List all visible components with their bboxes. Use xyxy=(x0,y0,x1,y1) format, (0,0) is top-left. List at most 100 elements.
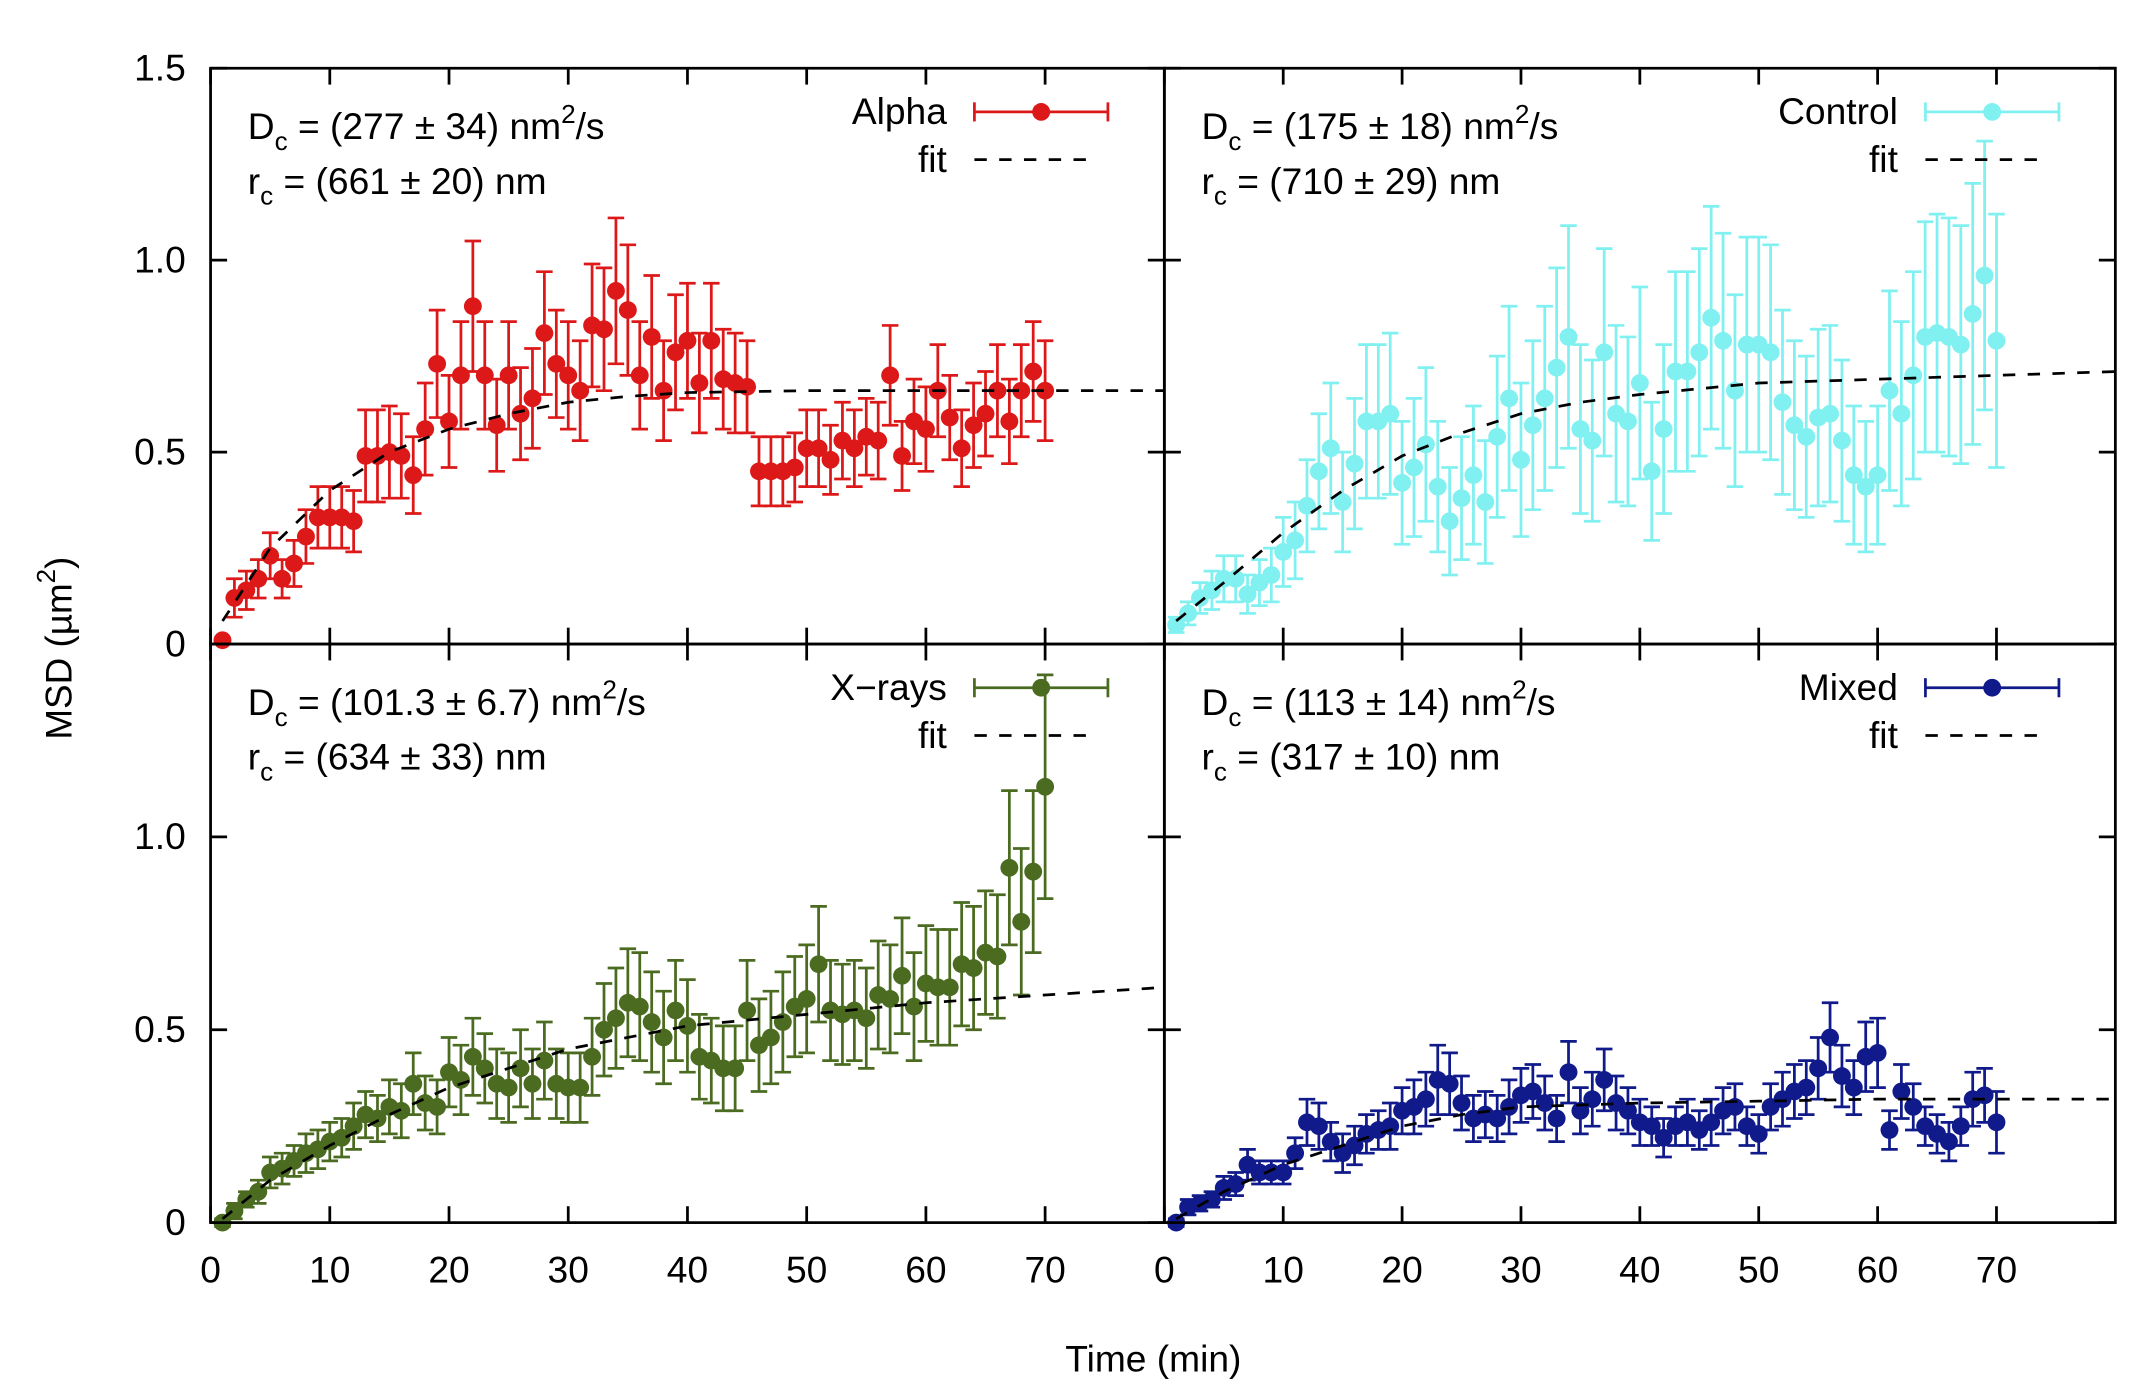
text-part: 2 xyxy=(31,569,61,583)
point xyxy=(809,955,828,974)
point xyxy=(1036,381,1055,400)
point xyxy=(988,381,1007,400)
point xyxy=(571,1078,590,1097)
point xyxy=(678,1017,697,1035)
point xyxy=(618,301,637,319)
point xyxy=(1547,358,1566,377)
point xyxy=(344,1117,363,1136)
point xyxy=(1309,1117,1328,1136)
fit-line xyxy=(221,389,1165,622)
point xyxy=(1523,416,1542,435)
point xyxy=(988,947,1007,966)
point xyxy=(463,297,482,316)
point xyxy=(1809,1059,1828,1078)
annotation: Dc = (175 ± 18) nm2/s xyxy=(1202,99,1559,156)
point xyxy=(857,1009,876,1028)
point xyxy=(976,404,995,423)
point xyxy=(511,1059,530,1078)
point xyxy=(1428,477,1447,496)
annotation: rc = (634 ± 33) nm xyxy=(248,737,547,787)
point xyxy=(1500,389,1519,408)
point xyxy=(1452,1094,1471,1112)
point xyxy=(702,331,721,350)
point xyxy=(1405,458,1423,477)
point xyxy=(1714,331,1733,350)
point xyxy=(404,466,423,485)
point xyxy=(1000,858,1019,877)
point xyxy=(1476,493,1495,511)
point xyxy=(1797,1078,1816,1097)
point xyxy=(940,978,959,997)
y-tick-label: 1.0 xyxy=(134,816,186,857)
text-part: D xyxy=(248,682,275,723)
annotation: rc = (710 ± 29) nm xyxy=(1202,161,1501,211)
point xyxy=(690,374,709,392)
fit-line xyxy=(1175,1097,2116,1220)
x-tick-label: 60 xyxy=(1857,1250,1898,1291)
point xyxy=(1595,1071,1614,1089)
text-part: /s xyxy=(1529,106,1558,147)
legend-label: Alpha xyxy=(852,91,947,132)
point xyxy=(428,1098,447,1116)
point xyxy=(1904,366,1923,385)
point xyxy=(1880,381,1899,400)
point xyxy=(1821,404,1839,423)
legend-marker xyxy=(1983,678,2002,697)
point xyxy=(1654,1128,1673,1147)
point xyxy=(1785,416,1804,435)
text-part: r xyxy=(248,737,260,778)
point xyxy=(404,1074,423,1093)
y-tick-label: 0 xyxy=(165,623,186,664)
point xyxy=(1440,512,1459,531)
x-tick-label: 20 xyxy=(428,1250,469,1291)
x-tick-label: 60 xyxy=(905,1250,946,1291)
text-part: = (661 ± 20) nm xyxy=(273,161,546,202)
point xyxy=(1761,343,1780,362)
text-part: c xyxy=(275,126,288,156)
point xyxy=(785,458,804,477)
x-tick-label: 10 xyxy=(309,1250,350,1291)
point xyxy=(523,1074,542,1093)
legend-marker xyxy=(1032,103,1051,121)
point xyxy=(1286,531,1305,550)
point xyxy=(440,412,458,431)
point xyxy=(642,328,661,346)
point xyxy=(1892,1082,1911,1101)
point xyxy=(916,420,935,438)
point xyxy=(273,569,292,588)
x-tick-label: 0 xyxy=(1154,1250,1175,1291)
x-axis-label: Time (min) xyxy=(1065,1338,1241,1379)
point xyxy=(1619,412,1637,431)
point xyxy=(821,450,840,469)
point xyxy=(1642,462,1661,481)
text-part: c xyxy=(275,702,288,732)
point xyxy=(547,354,566,373)
y-tick-label: 0 xyxy=(165,1202,186,1243)
point xyxy=(952,439,971,458)
text-part: /s xyxy=(1527,682,1556,723)
point xyxy=(1464,466,1483,485)
point xyxy=(893,447,911,465)
point xyxy=(964,416,983,435)
text-part: MSD (µm xyxy=(38,583,79,739)
legend-marker xyxy=(1983,103,2002,121)
point xyxy=(1274,1163,1293,1182)
point xyxy=(595,320,613,339)
point xyxy=(583,1047,602,1066)
point xyxy=(1393,473,1412,492)
point xyxy=(881,990,900,1008)
point xyxy=(1345,454,1364,473)
point xyxy=(869,431,888,450)
point xyxy=(1904,1098,1923,1116)
point xyxy=(1975,266,1994,285)
text-part: c xyxy=(1214,757,1227,787)
point xyxy=(1416,435,1435,454)
point xyxy=(1630,374,1649,392)
annotation: Dc = (277 ± 34) nm2/s xyxy=(248,99,605,156)
point xyxy=(1951,1117,1970,1136)
point xyxy=(1440,1074,1459,1093)
text-part: D xyxy=(1202,682,1229,723)
x-tick-label: 40 xyxy=(1619,1250,1660,1291)
point xyxy=(499,1078,518,1097)
